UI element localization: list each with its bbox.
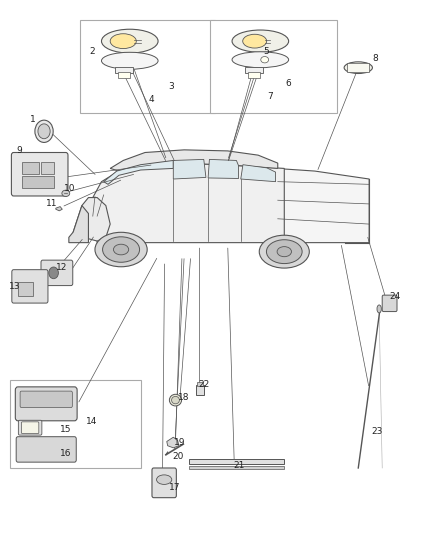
- Ellipse shape: [102, 237, 140, 262]
- Ellipse shape: [232, 30, 289, 52]
- Ellipse shape: [259, 235, 309, 268]
- FancyBboxPatch shape: [11, 152, 68, 196]
- Ellipse shape: [261, 56, 268, 63]
- Text: 24: 24: [390, 292, 401, 301]
- Ellipse shape: [102, 52, 158, 69]
- Polygon shape: [88, 163, 284, 243]
- Text: 11: 11: [46, 199, 57, 208]
- FancyBboxPatch shape: [41, 260, 73, 286]
- Polygon shape: [56, 207, 62, 211]
- Polygon shape: [208, 159, 239, 179]
- Bar: [347, 63, 369, 72]
- Bar: [10, 381, 141, 468]
- Bar: [188, 466, 284, 469]
- Text: 3: 3: [168, 82, 174, 91]
- Ellipse shape: [243, 34, 267, 48]
- Ellipse shape: [170, 394, 182, 406]
- Ellipse shape: [232, 52, 289, 68]
- FancyBboxPatch shape: [12, 270, 48, 303]
- Ellipse shape: [102, 29, 158, 53]
- FancyBboxPatch shape: [152, 468, 177, 498]
- Bar: [18, 282, 33, 296]
- Ellipse shape: [344, 62, 372, 74]
- Text: 9: 9: [16, 147, 21, 156]
- FancyBboxPatch shape: [18, 420, 42, 435]
- Bar: [22, 162, 39, 174]
- Bar: [116, 67, 133, 74]
- Ellipse shape: [113, 244, 129, 255]
- Polygon shape: [276, 168, 369, 243]
- Text: 4: 4: [149, 95, 154, 104]
- Text: 2: 2: [89, 47, 95, 56]
- Text: 10: 10: [64, 183, 76, 192]
- Ellipse shape: [377, 305, 381, 313]
- Text: 17: 17: [169, 483, 180, 492]
- Text: 6: 6: [285, 79, 291, 88]
- FancyBboxPatch shape: [21, 422, 39, 433]
- Text: 7: 7: [268, 92, 273, 101]
- Bar: [80, 20, 215, 113]
- Polygon shape: [241, 165, 276, 182]
- Bar: [197, 382, 203, 386]
- Text: 23: 23: [371, 427, 382, 437]
- Text: 22: 22: [198, 379, 209, 389]
- FancyBboxPatch shape: [16, 437, 76, 462]
- Bar: [118, 72, 130, 78]
- Bar: [41, 162, 53, 174]
- Text: 5: 5: [263, 47, 269, 56]
- FancyBboxPatch shape: [20, 391, 72, 408]
- Ellipse shape: [38, 124, 50, 139]
- Text: 13: 13: [9, 282, 20, 291]
- FancyBboxPatch shape: [15, 387, 77, 421]
- Ellipse shape: [277, 247, 291, 257]
- Ellipse shape: [110, 34, 136, 49]
- Polygon shape: [173, 159, 206, 179]
- Ellipse shape: [62, 190, 70, 197]
- Bar: [248, 72, 260, 78]
- Bar: [22, 176, 53, 188]
- Bar: [188, 459, 284, 464]
- Text: 20: 20: [172, 452, 184, 461]
- Text: 12: 12: [56, 263, 67, 272]
- Ellipse shape: [35, 120, 53, 142]
- Text: 18: 18: [178, 393, 190, 402]
- Text: 1: 1: [30, 115, 36, 124]
- Polygon shape: [110, 150, 278, 171]
- Text: 15: 15: [60, 425, 71, 434]
- Ellipse shape: [266, 240, 302, 264]
- Bar: [210, 20, 336, 113]
- Ellipse shape: [49, 267, 58, 279]
- Ellipse shape: [156, 475, 172, 484]
- Bar: [245, 67, 262, 74]
- FancyBboxPatch shape: [382, 295, 397, 312]
- Ellipse shape: [95, 232, 147, 266]
- Polygon shape: [167, 437, 179, 448]
- Text: 14: 14: [86, 417, 98, 426]
- Polygon shape: [104, 160, 173, 184]
- Polygon shape: [73, 198, 110, 241]
- Bar: [196, 385, 204, 395]
- Text: 8: 8: [372, 54, 378, 63]
- Ellipse shape: [172, 397, 180, 404]
- Text: 21: 21: [233, 461, 244, 470]
- Text: 19: 19: [174, 438, 186, 447]
- Polygon shape: [69, 206, 88, 243]
- Text: 16: 16: [60, 449, 71, 458]
